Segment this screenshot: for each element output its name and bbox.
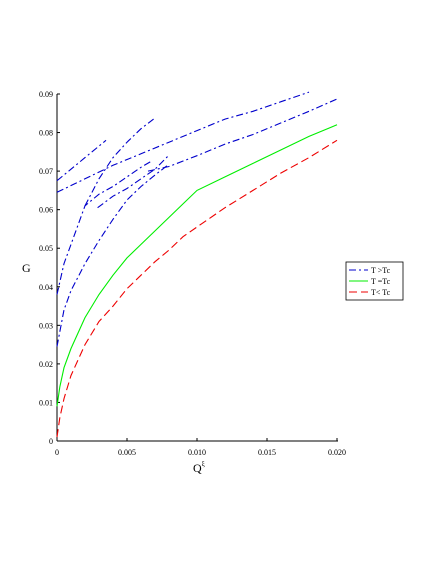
series-1 [56,91,338,347]
legend-label: T< Tc [371,288,391,297]
y-tick-label: 0.01 [39,398,53,407]
y-tick-label: 0.05 [39,244,53,253]
y-tick-label: 0.06 [39,206,53,215]
legend-box [345,261,404,301]
series-3 [56,139,338,438]
series-line [56,139,338,438]
series-line [147,98,338,172]
series-2 [56,124,338,407]
legend: T >Tc T =Tc T< Tc [345,261,404,301]
series-line [84,118,154,207]
axes [56,94,338,442]
series-line [56,164,168,347]
y-axis-label: G [22,261,31,275]
series-line [97,156,168,209]
legend-label: T >Tc [371,266,391,275]
legend-label: T =Tc [371,277,391,286]
x-axis-label-superscript: ξ [202,460,205,468]
series-line [56,91,310,193]
series-line [56,161,152,295]
y-tick-label: 0.08 [39,129,53,138]
x-tick-label: 0.020 [328,448,346,457]
x-axis-label: Qξ [193,460,205,475]
x-tick-label: 0.010 [188,448,206,457]
x-tick-label: 0 [55,448,59,457]
x-tick-label: 0.005 [118,448,136,457]
x-tick-label: 0.015 [258,448,276,457]
tick-group: 0 0.01 0.02 0.03 0.04 0.05 0.06 0.07 0.08 0.09 0 0.… [39,90,346,457]
series-line [56,139,107,182]
y-tick-label: 0.02 [39,360,53,369]
y-tick-label: 0.03 [39,321,53,330]
series-layer [56,91,338,438]
y-tick-label: 0.09 [39,90,53,99]
x-axis-label-base: Q [193,461,202,475]
series-line [56,124,338,407]
y-tick-label: 0.07 [39,167,53,176]
y-tick-label: 0 [49,437,53,446]
y-tick-label: 0.04 [39,283,53,292]
